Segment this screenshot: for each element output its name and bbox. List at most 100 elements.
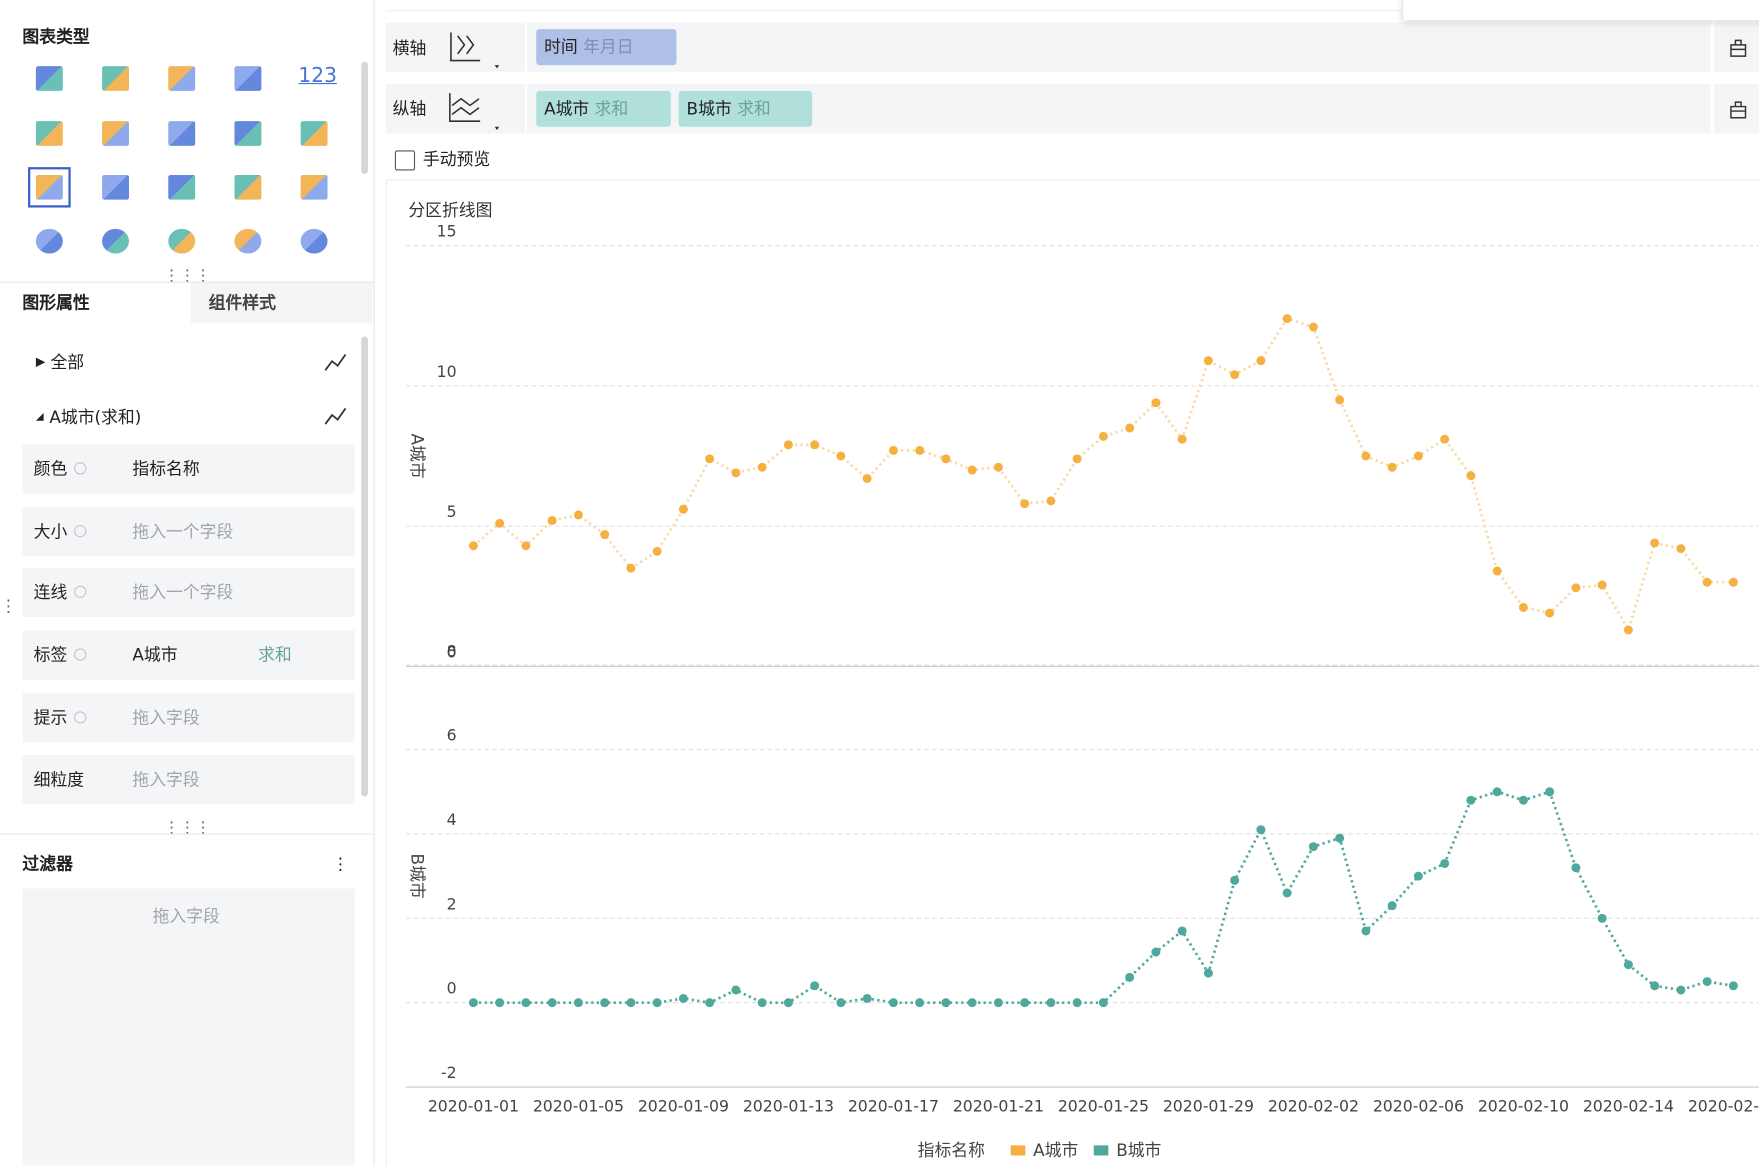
legend-label: A城市	[1033, 1140, 1078, 1160]
chart-type-icon[interactable]	[102, 66, 130, 91]
data-point	[1177, 434, 1187, 444]
data-point	[495, 998, 505, 1008]
chart-type-icon[interactable]	[168, 66, 196, 91]
caret[interactable]: ◢	[35, 411, 44, 423]
data-point	[1702, 577, 1712, 587]
data-point	[1256, 825, 1266, 835]
chart-type-icon[interactable]	[102, 228, 130, 254]
filter-drop[interactable]	[22, 888, 355, 1166]
tree-item[interactable]: A城市(求和)	[49, 407, 142, 428]
gear[interactable]	[74, 648, 87, 661]
data-point	[1046, 998, 1056, 1008]
line-icons	[324, 353, 347, 425]
chart-type-icon[interactable]	[168, 175, 196, 200]
gear[interactable]	[74, 462, 87, 475]
section-title: 图表类型	[22, 26, 90, 48]
data-point	[731, 468, 741, 478]
data-point	[810, 440, 820, 450]
icon-text[interactable]: 123	[298, 63, 337, 88]
data-point	[1518, 602, 1528, 612]
data-point	[521, 998, 531, 1008]
property-label: 连线	[33, 582, 68, 603]
chart-type-icon[interactable]	[234, 66, 262, 91]
data-point	[836, 998, 846, 1008]
legend-swatch	[1093, 1145, 1109, 1156]
field-pill[interactable]: A城市 求和	[536, 90, 671, 127]
data-point	[941, 998, 951, 1008]
chart-type-icon[interactable]	[300, 228, 328, 254]
shelf-btn[interactable]	[1714, 84, 1759, 134]
x-tick-label: 2020-01-05	[533, 1097, 624, 1116]
data-point	[1203, 356, 1213, 366]
checkbox-label[interactable]: 手动预览	[422, 149, 491, 170]
data-point	[731, 985, 741, 995]
tab[interactable]: 组件样式	[208, 292, 276, 313]
x-shelf[interactable]	[527, 22, 1711, 72]
data-point	[1728, 577, 1738, 587]
chart-type-icon[interactable]	[102, 121, 130, 146]
data-point	[1125, 972, 1135, 982]
series-line	[472, 317, 1734, 632]
data-point	[1440, 858, 1450, 868]
chart-type-icon[interactable]	[35, 175, 63, 200]
placeholder: 拖入一个字段	[132, 521, 234, 542]
chart-type-icon[interactable]	[168, 121, 196, 146]
x-tick-label: 2020-01-29	[1163, 1097, 1254, 1116]
property-label: 标签	[33, 645, 68, 666]
field-agg: 求和	[594, 98, 629, 119]
data-point	[967, 465, 977, 475]
legend-swatch	[1010, 1145, 1026, 1156]
data-point	[1151, 947, 1161, 957]
chart-type-icon[interactable]	[300, 175, 328, 200]
chart-type-icon[interactable]	[35, 228, 63, 254]
gear[interactable]	[74, 585, 87, 598]
data-point	[1203, 968, 1213, 978]
gear[interactable]	[74, 711, 87, 724]
tree-item[interactable]: 全部	[50, 352, 85, 373]
field-name: 指标名称	[132, 458, 200, 480]
placeholder: 拖入字段	[152, 906, 220, 927]
caret[interactable]: ▶	[35, 354, 46, 370]
data-point	[941, 454, 951, 464]
data-point	[1571, 583, 1581, 593]
data-point	[888, 445, 898, 455]
placeholder: 拖入字段	[132, 769, 200, 790]
data-point	[1151, 398, 1161, 408]
field-pill[interactable]: 时间 年月日	[536, 29, 677, 66]
y-tick-label: -2	[441, 1063, 457, 1082]
property-label: 颜色	[33, 458, 68, 480]
x-tick-label: 2020-01-01	[428, 1097, 519, 1116]
chart-type-icon[interactable]	[168, 228, 196, 254]
data-point	[915, 445, 925, 455]
data-point	[1728, 981, 1738, 991]
data-point	[783, 440, 793, 450]
menu[interactable]: ⋮	[332, 853, 349, 874]
chart-type-icon[interactable]	[234, 228, 262, 254]
chart-type-icon[interactable]	[234, 175, 262, 200]
chart-type-icon[interactable]	[102, 175, 130, 200]
data-point	[1597, 580, 1607, 590]
data-point	[573, 998, 583, 1008]
chart-type-icon[interactable]	[300, 121, 328, 146]
chart-panel	[385, 179, 1759, 1166]
field-name: A城市	[132, 645, 178, 666]
data-point	[1545, 787, 1555, 797]
resize-handle: ⋮⋮⋮	[163, 266, 211, 285]
data-point	[652, 546, 662, 556]
chart-title: 分区折线图	[408, 200, 492, 220]
checkbox[interactable]	[394, 150, 416, 171]
data-point	[1650, 981, 1660, 991]
data-point	[1282, 888, 1292, 898]
tab[interactable]: 图形属性	[22, 292, 90, 313]
chart-type-icon[interactable]	[35, 121, 63, 146]
x-tick-label: 2020-01-09	[638, 1097, 729, 1116]
x-tick-label: 2020-01-13	[743, 1097, 834, 1116]
shelf-btn[interactable]	[1714, 22, 1759, 72]
chart-type-icon[interactable]	[35, 66, 63, 91]
chart-type-icon[interactable]	[234, 121, 262, 146]
field-pill[interactable]: B城市 求和	[678, 90, 813, 127]
data-point	[600, 998, 610, 1008]
data-point	[993, 998, 1003, 1008]
gear[interactable]	[74, 525, 87, 538]
